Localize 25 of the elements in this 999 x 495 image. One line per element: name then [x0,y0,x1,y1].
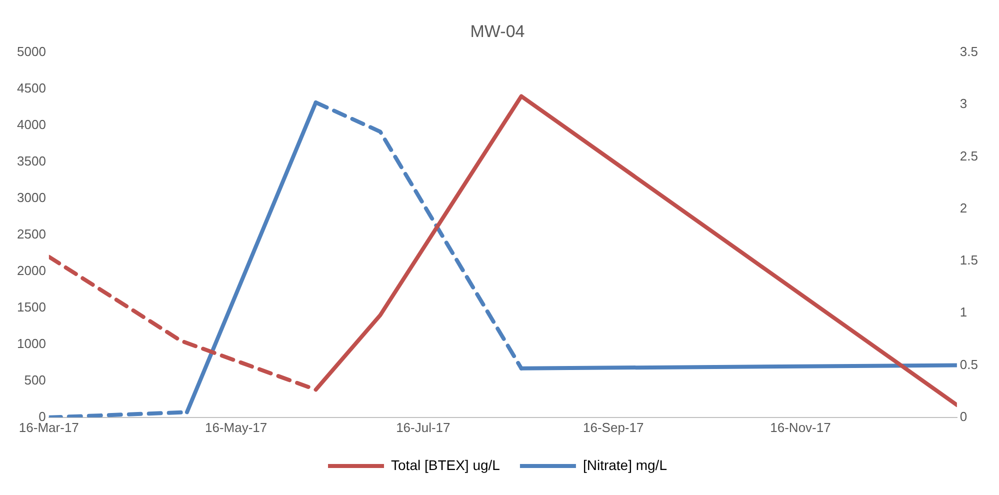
y-tick-label: 2000 [17,262,46,278]
y2-tick-label: 0 [960,408,968,424]
y-tick-label: 3000 [17,190,46,205]
x-tick-label: 16-Jul-17 [396,420,450,435]
y-tick-label: 2500 [17,226,46,242]
y2-tick-label: 2 [960,200,968,216]
x-tick-label: 16-Sep-17 [583,420,644,435]
y2-tick-label: 1 [960,304,968,320]
y2-tick-label: 0.5 [960,356,978,372]
legend-label: Total [BTEX] ug/L [391,456,500,473]
y2-tick-label: 3 [960,96,968,112]
y2-tick-label: 3.5 [960,44,978,59]
y-tick-label: 4000 [17,116,46,132]
x-tick-label: 16-Nov-17 [770,420,831,435]
chart-title: MW-04 [470,22,525,41]
y-tick-label: 1000 [17,336,46,351]
y2-tick-label: 1.5 [960,252,978,268]
y-tick-label: 1500 [17,299,46,314]
y-tick-label: 5000 [17,44,46,59]
y2-tick-label: 2.5 [960,148,978,164]
y-tick-label: 4500 [17,80,46,96]
x-tick-label: 16-May-17 [204,420,268,435]
y-tick-label: 500 [24,372,46,388]
y-tick-label: 3500 [17,153,46,168]
legend-label: [Nitrate] mg/L [582,456,668,473]
